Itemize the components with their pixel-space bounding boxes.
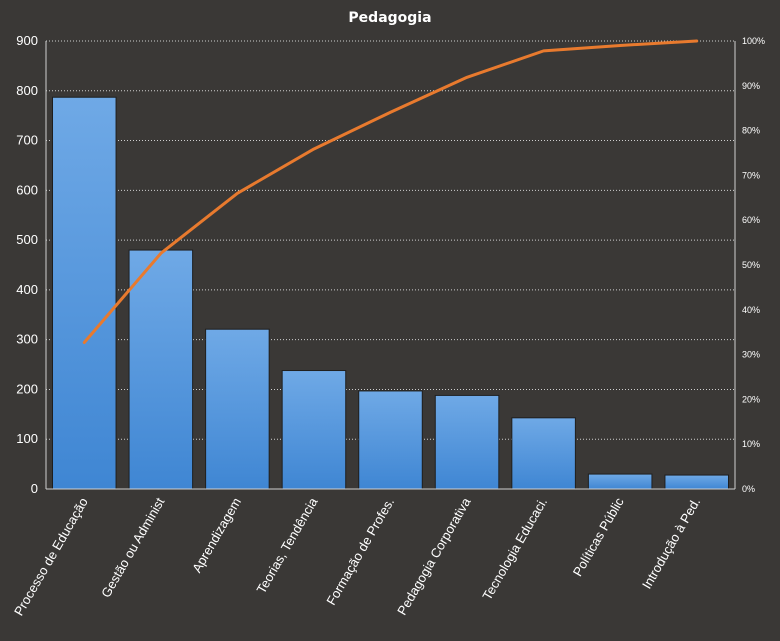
x-tick-label: Gestão ou Administ: [98, 495, 168, 600]
y2-tick-label: 0%: [742, 484, 755, 494]
y-tick-label: 800: [16, 83, 38, 98]
x-tick-label: Teorias, Tendência: [253, 494, 320, 596]
bar: [52, 96, 117, 490]
bar: [205, 328, 270, 490]
x-tick-label: Pedagogia Corporativa: [394, 494, 474, 617]
y2-tick-label: 70%: [742, 170, 760, 180]
bar: [587, 473, 653, 490]
y-tick-label: 700: [16, 133, 38, 148]
bar: [358, 390, 423, 490]
bar: [664, 474, 729, 490]
bar: [281, 370, 347, 490]
cumulative-line: [82, 39, 699, 345]
y-tick-label: 900: [16, 33, 38, 48]
y-tick-label: 200: [16, 381, 38, 396]
x-tick-label: Introdução à Ped.: [639, 495, 703, 591]
y-tick-label: 400: [16, 282, 38, 297]
bar: [511, 417, 576, 490]
x-tick-label: Formação de Profes.: [323, 495, 397, 608]
y2-tick-label: 60%: [742, 215, 760, 225]
bar: [434, 394, 500, 490]
axes: 0 100 200 300 400 500 600 700 800 900 0% 10% 20% 30% 4…: [11, 33, 765, 618]
bar: [128, 249, 194, 490]
y2-tick-label: 80%: [742, 126, 760, 136]
y2-tick-label: 100%: [742, 36, 765, 46]
y-tick-label: 300: [16, 332, 38, 347]
y2-tick-label: 10%: [742, 439, 760, 449]
y2-tick-label: 40%: [742, 305, 760, 315]
bar-series: [52, 96, 729, 490]
cumulative-line-series: [82, 39, 699, 345]
x-tick-label: Processo de Educação: [11, 495, 91, 618]
y-tick-label: 0: [31, 481, 38, 496]
y2-tick-label: 20%: [742, 394, 760, 404]
x-tick-label: Tecnologia Educaci.: [479, 495, 550, 603]
y2-tick-label: 90%: [742, 81, 760, 91]
y2-tick-label: 30%: [742, 350, 760, 360]
x-tick-label: Políticas Públic: [570, 495, 627, 579]
y-tick-label: 600: [16, 182, 38, 197]
chart-title: Pedagogia: [348, 10, 431, 26]
x-tick-label: Aprendizagem: [189, 495, 244, 575]
y2-tick-label: 50%: [742, 260, 760, 270]
y-tick-label: 500: [16, 232, 38, 247]
y-tick-label: 100: [16, 431, 38, 446]
